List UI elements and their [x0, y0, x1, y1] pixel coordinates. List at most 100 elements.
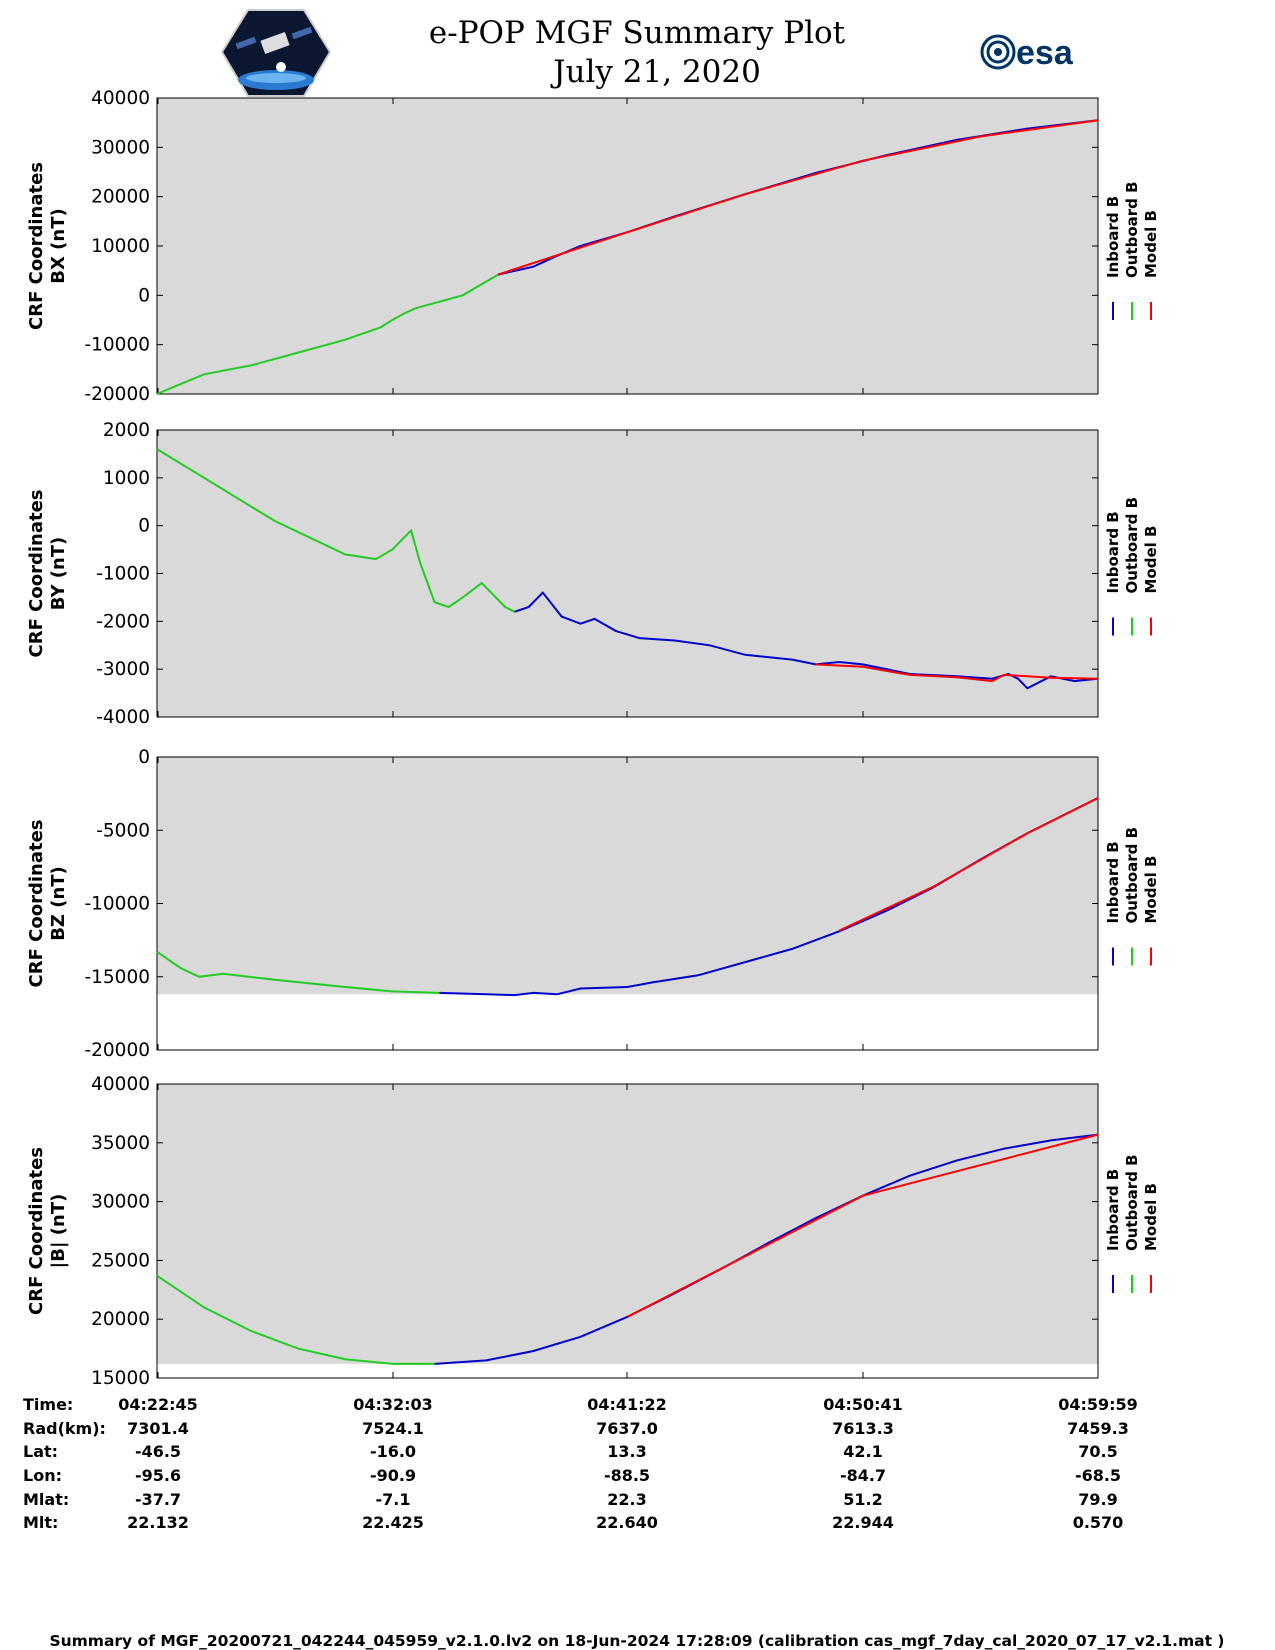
y-tick-label: 30000	[91, 1192, 150, 1213]
y-axis-label-line2: BY (nT)	[48, 537, 69, 611]
y-axis-label-line1: CRF Coordinates	[26, 820, 47, 988]
panel-4: 15000 20000 25000 30000 35000 40000 CRF Coordi…	[26, 1074, 1160, 1389]
series-inboard-b	[434, 1133, 1099, 1365]
series-model-b	[838, 797, 1099, 932]
table-cell: -88.5	[604, 1466, 650, 1485]
y-tick-label: -1000	[96, 564, 150, 585]
y-tick-label: -3000	[96, 659, 150, 680]
table-cell: 79.9	[1078, 1490, 1117, 1509]
table-cell: 7301.4	[127, 1419, 189, 1438]
y-axis-label: CRF CoordinatesBZ (nT)	[26, 820, 69, 988]
y-tick-label: 0	[138, 516, 150, 537]
y-axis-label-line2: BX (nT)	[48, 208, 69, 283]
legend-label: Outboard B	[1123, 497, 1141, 594]
footer-caption: Summary of MGF_20200721_042244_045959_v2…	[49, 1632, 1224, 1650]
plot-date: July 21, 2020	[550, 54, 761, 90]
table-row-label: Rad(km):	[23, 1419, 106, 1438]
y-tick-label: 1000	[103, 468, 150, 489]
table-row-label: Lat:	[23, 1442, 58, 1461]
table-cell: 22.132	[127, 1513, 189, 1532]
table-cell: 7637.0	[596, 1419, 658, 1438]
table-cell: 04:50:41	[823, 1395, 903, 1414]
y-tick-label: -5000	[96, 820, 150, 841]
table-cell: -16.0	[370, 1442, 416, 1461]
y-tick-label: 40000	[91, 88, 150, 109]
legend-label: Inboard B	[1104, 511, 1122, 593]
esa-logo-text: esa	[1016, 34, 1074, 72]
table-row-label: Mlat:	[23, 1490, 69, 1509]
table-cell: 13.3	[607, 1442, 646, 1461]
y-tick-label: 2000	[103, 420, 150, 441]
y-tick-label: -15000	[84, 967, 150, 988]
series-outboard-b	[156, 1274, 435, 1365]
table-cell: 04:41:22	[587, 1395, 667, 1414]
panel-2: -4000 -3000 -2000 -1000 0 1000 2000 CRF Coordin…	[26, 420, 1160, 728]
table-cell: -46.5	[135, 1442, 181, 1461]
table-cell: 7459.3	[1067, 1419, 1129, 1438]
orbit-info-table: Time: Rad(km): Lat: Lon: Mlat: Mlt: 04:22:45 73…	[23, 1395, 1138, 1532]
y-tick-label: -2000	[96, 611, 150, 632]
table-cell: 7613.3	[832, 1419, 894, 1438]
y-tick-label: 35000	[91, 1133, 150, 1154]
series-outboard-b	[156, 950, 440, 994]
table-cell: -90.9	[370, 1466, 416, 1485]
legend-label: Model B	[1142, 210, 1160, 278]
table-cell: 22.640	[596, 1513, 658, 1532]
y-tick-label: 0	[138, 747, 150, 768]
y-tick-label: 30000	[91, 137, 150, 158]
y-axis-label-line1: CRF Coordinates	[26, 1147, 47, 1315]
series-model-b	[627, 1133, 1099, 1318]
table-row-label: Mlt:	[23, 1513, 58, 1532]
table-cell: 04:32:03	[353, 1395, 433, 1414]
epop-logo	[220, 9, 332, 97]
shaded-region	[157, 1084, 1098, 1364]
table-cell: 7524.1	[362, 1419, 424, 1438]
y-axis-label-line1: CRF Coordinates	[26, 490, 47, 658]
y-axis-label: CRF Coordinates|B| (nT)	[26, 1147, 69, 1315]
y-axis-label-line2: BZ (nT)	[48, 866, 69, 941]
esa-logo: esa	[980, 34, 1074, 72]
y-tick-label: -20000	[84, 384, 150, 405]
legend-label: Outboard B	[1123, 827, 1141, 924]
plot-title: e-POP MGF Summary Plot	[429, 15, 846, 51]
table-cell: -7.1	[376, 1490, 411, 1509]
y-axis-label-line2: |B| (nT)	[48, 1194, 69, 1269]
table-cell: 04:22:45	[118, 1395, 198, 1414]
table-row-label: Time:	[23, 1395, 73, 1414]
series-outboard-b	[156, 273, 499, 395]
series-inboard-b	[514, 591, 1099, 690]
y-tick-label: -20000	[84, 1040, 150, 1061]
y-tick-label: 10000	[91, 236, 150, 257]
y-tick-label: 25000	[91, 1250, 150, 1271]
series-model-b	[497, 119, 1099, 276]
table-row-label: Lon:	[23, 1466, 62, 1485]
table-cell: -68.5	[1075, 1466, 1121, 1485]
panel-1: -20000 -10000 0 10000 20000 30000 40000 CRF Coo…	[26, 88, 1160, 405]
table-cell: -37.7	[135, 1490, 181, 1509]
legend-label: Model B	[1142, 856, 1160, 924]
table-cell: 70.5	[1078, 1442, 1117, 1461]
y-tick-label: 20000	[91, 187, 150, 208]
legend-label: Inboard B	[1104, 1169, 1122, 1251]
y-tick-label: -10000	[84, 894, 150, 915]
y-tick-label: -4000	[96, 707, 150, 728]
legend-label: Inboard B	[1104, 196, 1122, 278]
legend-label: Model B	[1142, 526, 1160, 594]
table-cell: 42.1	[843, 1442, 882, 1461]
table-cell: -84.7	[840, 1466, 886, 1485]
shaded-region	[157, 98, 1098, 394]
y-tick-label: 0	[138, 285, 150, 306]
legend-label: Inboard B	[1104, 841, 1122, 923]
table-cell: -95.6	[135, 1466, 181, 1485]
shaded-region	[157, 430, 1098, 717]
table-cell: 51.2	[843, 1490, 882, 1509]
table-cell: 22.3	[607, 1490, 646, 1509]
series-model-b	[815, 663, 1099, 683]
y-tick-label: 15000	[91, 1368, 150, 1389]
legend-label: Outboard B	[1123, 181, 1141, 278]
y-tick-label: 40000	[91, 1074, 150, 1095]
panel-3: -20000 -15000 -10000 -5000 0 CRF CoordinatesB…	[26, 747, 1160, 1061]
table-cell: 22.944	[832, 1513, 894, 1532]
